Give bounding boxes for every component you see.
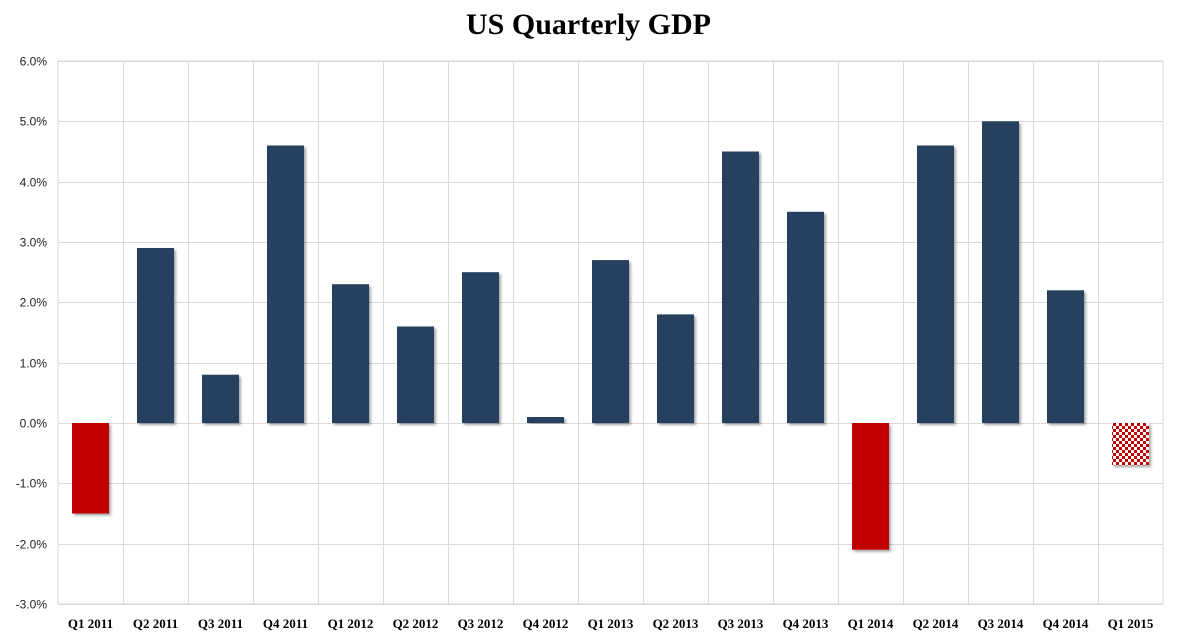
y-tick-label: 2.0% [20,296,48,310]
x-tick-label: Q3 2012 [458,616,504,631]
y-tick-label: 6.0% [20,55,48,69]
bar-q2-2014 [917,145,954,423]
y-tick-label: 5.0% [20,115,48,129]
x-tick-label: Q2 2011 [133,616,178,631]
x-tick-label: Q1 2013 [588,616,634,631]
x-tick-label: Q4 2013 [783,616,829,631]
x-tick-label: Q2 2012 [393,616,439,631]
x-tick-label: Q4 2011 [263,616,308,631]
bar-q4-2014 [1047,290,1084,423]
x-tick-label: Q2 2013 [653,616,699,631]
bar-q3-2012 [462,272,499,423]
x-tick-label: Q4 2012 [523,616,569,631]
bar-q2-2011 [137,248,174,423]
y-tick-label: -2.0% [16,538,48,552]
x-tick-label: Q1 2012 [328,616,374,631]
y-tick-label: 4.0% [20,176,48,190]
x-tick-label: Q3 2011 [198,616,243,631]
bars [72,121,1149,550]
x-tick-label: Q3 2014 [978,616,1024,631]
chart-title: US Quarterly GDP [466,8,711,41]
y-tick-label: 1.0% [20,357,48,371]
bar-q1-2013 [592,260,629,423]
grid [57,60,1164,605]
y-tick-label: 3.0% [20,236,48,250]
bar-q1-2012 [332,284,369,423]
y-tick-label: -1.0% [16,477,48,491]
bar-q4-2012 [527,417,564,423]
x-tick-label: Q3 2013 [718,616,764,631]
x-tick-label: Q1 2011 [68,616,113,631]
bar-q1-2015 [1112,423,1149,466]
x-tick-label: Q2 2014 [913,616,959,631]
bar-q4-2011 [267,145,304,423]
y-tick-label: -3.0% [16,598,48,612]
bar-q4-2013 [787,211,824,423]
x-axis-ticks: Q1 2011 Q2 2011 Q3 2011 Q4 2011 Q1 2012 Q2 20… [68,616,1154,631]
bar-q1-2011 [72,423,109,514]
x-tick-label: Q1 2014 [848,616,894,631]
y-tick-label: 0.0% [20,417,48,431]
bar-q1-2014 [852,423,889,550]
bar-q2-2013 [657,314,694,423]
bar-q3-2013 [722,151,759,423]
bar-q2-2012 [397,326,434,423]
bar-q3-2011 [202,374,239,423]
y-axis-ticks: 6.0% 5.0% 4.0% 3.0% 2.0% 1.0% 0.0% -1.0% -2.0% -3… [16,55,48,612]
bar-q3-2014 [982,121,1019,424]
x-tick-label: Q1 2015 [1108,616,1154,631]
x-tick-label: Q4 2014 [1043,616,1089,631]
